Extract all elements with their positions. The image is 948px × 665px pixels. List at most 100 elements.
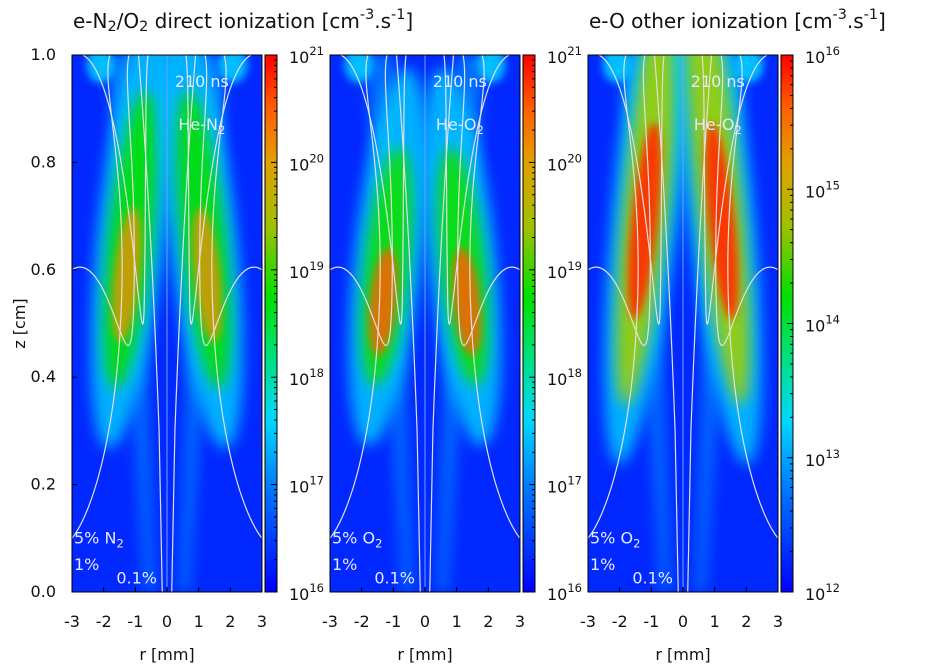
colorbar-tick-label: 1018​	[289, 366, 324, 389]
colorbar-tick-label: 1012​	[805, 581, 840, 604]
x-tick-label: 0	[678, 612, 688, 631]
x-tick-label: 1	[194, 612, 204, 631]
contour	[211, 55, 262, 539]
y-tick-label: 0.0	[31, 582, 56, 601]
annotation: 1%	[74, 555, 99, 574]
y-tick-label: 0.2	[31, 474, 56, 493]
colorbar	[522, 54, 536, 593]
contour	[171, 55, 197, 592]
top-glow	[344, 55, 373, 83]
colorbar-tick-label: 1021​	[289, 44, 324, 67]
colorbar-tick-label: 1014​	[805, 312, 840, 335]
colorbar-tick-label: 1017​	[547, 473, 582, 496]
colorbar	[264, 54, 278, 593]
chart-title: e-O other ionization [cm-3.s-1]	[589, 7, 886, 33]
x-tick-label: 0	[162, 612, 172, 631]
contour	[72, 55, 135, 346]
colorbar-tick-label: 1020​	[547, 151, 582, 174]
contour	[457, 55, 520, 346]
x-tick-label: -1	[385, 612, 401, 631]
contour	[72, 55, 149, 325]
colorbar-tick-label: 1017​	[289, 473, 324, 496]
annotation: 0.1%	[632, 568, 673, 587]
x-tick-label: -3	[580, 612, 596, 631]
x-tick-label: -3	[322, 612, 338, 631]
contour	[199, 55, 262, 346]
x-tick-label: -1	[127, 612, 143, 631]
x-tick-label: 3	[515, 612, 525, 631]
contour	[330, 55, 381, 539]
x-tick-label: -1	[643, 612, 659, 631]
contour	[653, 55, 679, 592]
contour	[588, 55, 665, 325]
colorbar-tick-label: 1015​	[805, 178, 840, 201]
contour	[588, 55, 651, 346]
colorbar-tick-label: 1019​	[289, 258, 324, 281]
annotation: 1%	[590, 555, 615, 574]
annotation: He-N2​	[178, 114, 225, 136]
contour	[185, 55, 262, 325]
annotation: 5% O2​	[332, 528, 382, 550]
colorbar-tick-label: 1020​	[289, 151, 324, 174]
annotation: 0.1%	[374, 568, 415, 587]
contour	[727, 55, 778, 539]
x-axis-label: r [mm]	[139, 645, 194, 664]
annotation: He-O2​	[694, 114, 742, 136]
annotation: 210 ns	[175, 71, 229, 90]
contour	[701, 55, 778, 325]
x-tick-label: 1	[710, 612, 720, 631]
core	[627, 122, 662, 320]
contour	[330, 55, 407, 325]
x-tick-label: 2	[483, 612, 493, 631]
x-axis-label: r [mm]	[655, 645, 710, 664]
field-image	[330, 55, 520, 592]
x-tick-label: 3	[773, 612, 783, 631]
annotation: 0.1%	[116, 568, 157, 587]
field-image	[588, 55, 778, 592]
y-tick-label: 0.4	[31, 367, 56, 386]
contour	[330, 55, 393, 346]
annotation: He-O2​	[436, 114, 484, 136]
x-tick-label: 2	[741, 612, 751, 631]
annotation: 210 ns	[691, 71, 745, 90]
chart-title: e-N2/O2 direct ionization [cm-3.s-1]	[73, 7, 413, 35]
annotation: 5% O2​	[590, 528, 640, 550]
x-tick-label: 2	[225, 612, 235, 631]
field-image	[72, 55, 262, 592]
colorbar-tick-label: 1016​	[547, 581, 582, 604]
x-tick-label: -3	[64, 612, 80, 631]
colorbar-tick-label: 1016​	[805, 44, 840, 67]
contour	[443, 55, 520, 325]
contour	[588, 55, 639, 539]
annotation: 210 ns	[433, 71, 487, 90]
x-tick-label: 1	[452, 612, 462, 631]
annotation: 5% N2​	[74, 528, 124, 550]
contour	[715, 55, 778, 346]
annotation: 1%	[332, 555, 357, 574]
contour	[137, 55, 163, 592]
x-axis-label: r [mm]	[397, 645, 452, 664]
colorbar-tick-label: 1018​	[547, 366, 582, 389]
core	[704, 122, 739, 320]
contour	[687, 55, 713, 592]
contour	[72, 55, 123, 539]
contour	[429, 55, 455, 592]
colorbar-tick-label: 1016​	[289, 581, 324, 604]
y-tick-label: 0.8	[31, 152, 56, 171]
colorbar-tick-label: 1021​	[547, 44, 582, 67]
y-axis-label: z [cm]	[10, 298, 29, 348]
x-tick-label: -2	[612, 612, 628, 631]
colorbar-tick-label: 1013​	[805, 446, 840, 469]
colorbar-tick-label: 1019​	[547, 258, 582, 281]
top-glow	[86, 55, 115, 83]
x-tick-label: -2	[96, 612, 112, 631]
top-glow	[602, 55, 631, 83]
y-tick-label: 0.6	[31, 259, 56, 278]
y-tick-label: 1.0	[31, 45, 56, 64]
x-tick-label: -2	[354, 612, 370, 631]
contour	[395, 55, 421, 592]
contour	[469, 55, 520, 539]
x-tick-label: 0	[420, 612, 430, 631]
x-tick-label: 3	[257, 612, 267, 631]
